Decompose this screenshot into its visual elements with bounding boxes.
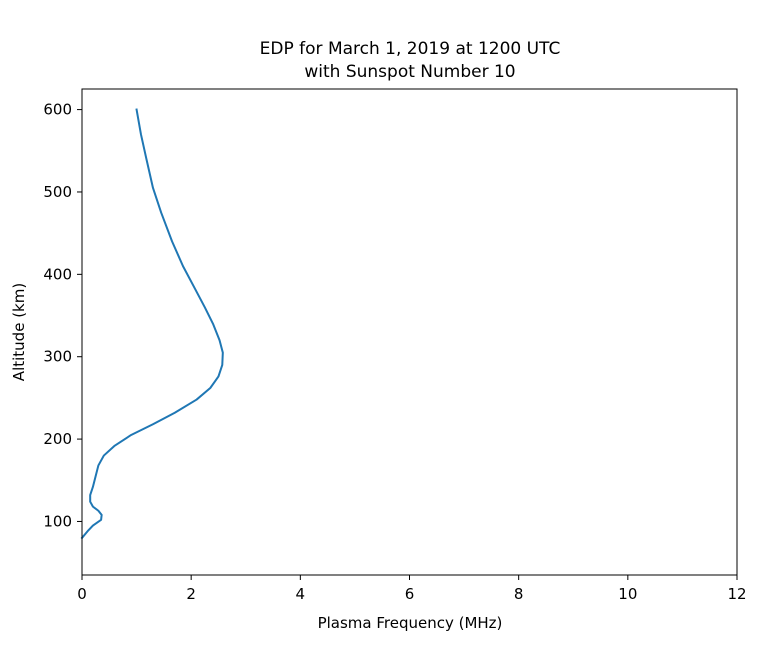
y-tick-label: 500 <box>43 183 72 201</box>
chart-title: EDP for March 1, 2019 at 1200 UTC <box>260 39 561 59</box>
x-tick-label: 10 <box>618 585 637 603</box>
y-tick-label: 200 <box>43 430 72 448</box>
axes-frame <box>81 88 738 576</box>
y-axis-ticks: 100 200 300 400 500 600 <box>43 101 82 530</box>
y-tick-label: 300 <box>43 348 72 366</box>
x-tick-label: 6 <box>405 585 415 603</box>
x-axis-ticks: 0 2 4 6 8 10 12 <box>77 575 747 603</box>
plot-area <box>80 88 738 576</box>
x-tick-label: 8 <box>514 585 524 603</box>
y-tick-label: 100 <box>43 512 72 530</box>
series-line-0 <box>80 108 224 540</box>
x-tick-label: 2 <box>186 585 196 603</box>
x-tick-label: 4 <box>296 585 306 603</box>
y-tick-label: 400 <box>43 265 72 283</box>
chart-subtitle: with Sunspot Number 10 <box>304 62 515 82</box>
x-tick-label: 0 <box>77 585 87 603</box>
y-tick-label: 600 <box>43 101 72 119</box>
y-axis-label: Altitude (km) <box>10 283 28 381</box>
x-axis-label: Plasma Frequency (MHz) <box>318 614 503 632</box>
x-tick-label: 12 <box>727 585 746 603</box>
